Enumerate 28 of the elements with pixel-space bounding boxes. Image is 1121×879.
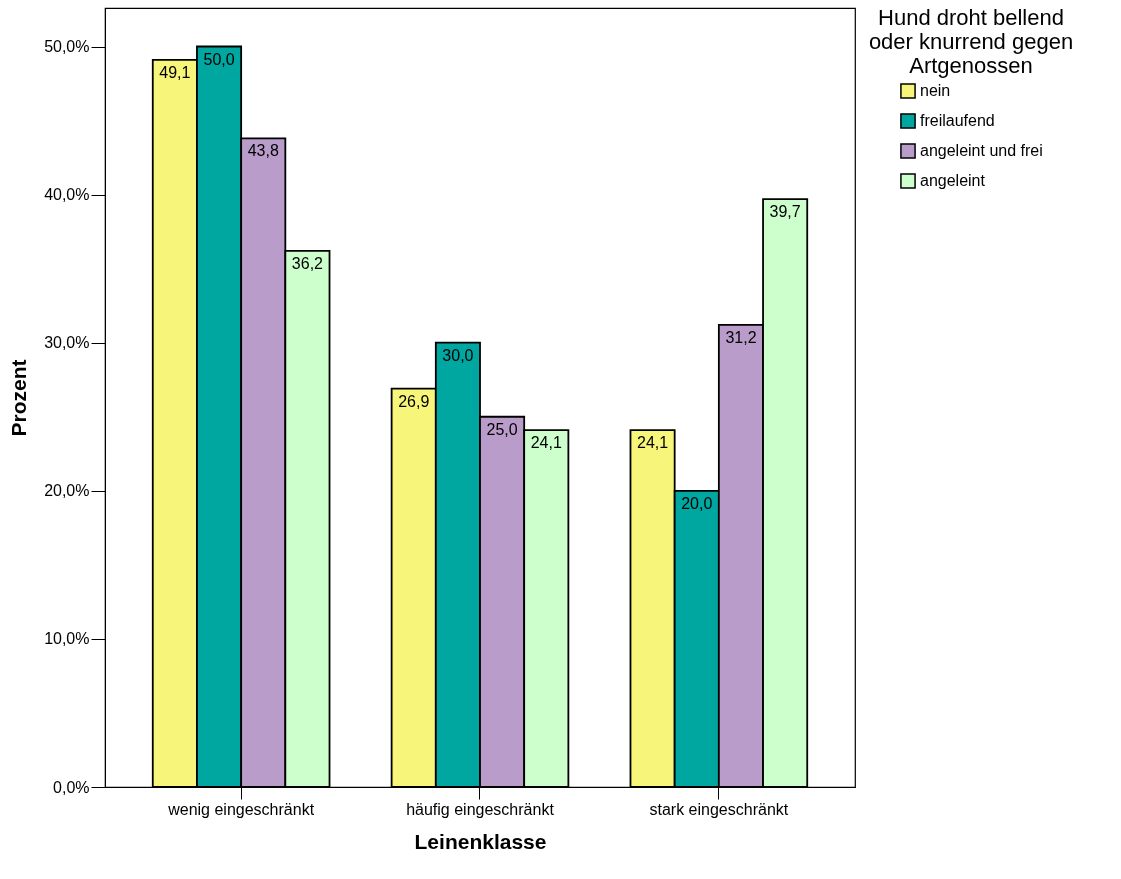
y-tick-label: 30,0% bbox=[44, 334, 90, 352]
data-label: 43,8 bbox=[247, 142, 279, 160]
x-axis-title: Leinenklasse bbox=[414, 829, 547, 853]
y-tick-label: 0,0% bbox=[53, 778, 90, 796]
y-tick-label: 50,0% bbox=[44, 38, 90, 56]
y-tick-label: 40,0% bbox=[44, 186, 90, 204]
legend-label: angeleint und frei bbox=[920, 142, 1043, 159]
data-label: 26,9 bbox=[398, 392, 430, 410]
data-label: 36,2 bbox=[291, 254, 324, 272]
data-label: 49,1 bbox=[159, 63, 191, 81]
y-tick-label: 20,0% bbox=[44, 482, 90, 500]
data-label: 30,0 bbox=[442, 346, 474, 364]
x-tick-label: häufig eingeschränkt bbox=[406, 800, 555, 818]
y-axis-title: Prozent bbox=[7, 359, 31, 437]
legend-title: Hund droht bellend oder knurrend gegen Artgenossen bbox=[868, 5, 1074, 78]
y-tick-label: 10,0% bbox=[44, 630, 90, 648]
x-tick-label: wenig eingeschränkt bbox=[167, 800, 315, 818]
data-label: 39,7 bbox=[769, 203, 801, 221]
data-label: 20,0 bbox=[681, 494, 713, 512]
x-tick-label: stark eingeschränkt bbox=[649, 800, 789, 818]
data-label: 31,2 bbox=[725, 328, 757, 346]
data-label: 24,1 bbox=[637, 434, 669, 452]
data-label: 50,0 bbox=[203, 50, 235, 68]
legend-label: angeleint bbox=[920, 172, 986, 189]
data-label: 25,0 bbox=[486, 420, 518, 438]
legend-label: freilaufend bbox=[920, 112, 995, 129]
data-label: 24,1 bbox=[530, 434, 562, 452]
legend-label: nein bbox=[920, 82, 951, 99]
